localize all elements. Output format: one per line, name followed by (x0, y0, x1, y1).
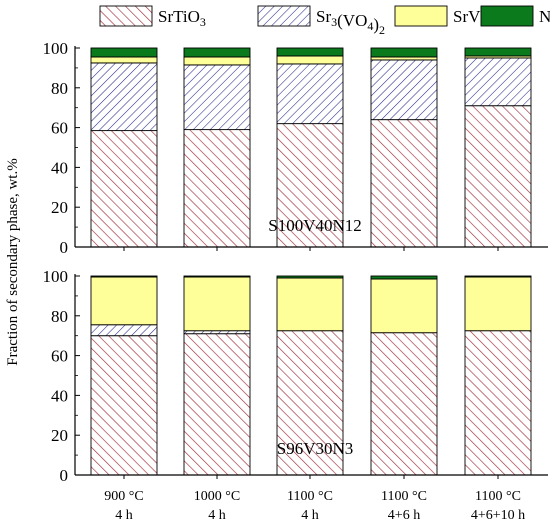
panel-bottom: 0 20 40 60 80 100 S96V30N3 (43, 267, 548, 485)
bar-segment-sr3vo42 (183, 64, 251, 131)
panel-label: S100V40N12 (268, 216, 362, 235)
y-tick-label: 40 (51, 386, 68, 405)
x-tick-label: 900 °C (104, 489, 143, 504)
x-tick-label: 4+6 h (388, 508, 420, 523)
bar-segment-srtio3 (90, 130, 158, 248)
y-tick-label: 40 (51, 158, 68, 177)
bar-segment-srvo3 (183, 276, 251, 332)
legend-label-srtio3: SrTiO3 (158, 7, 206, 29)
x-tick-label: 1100 °C (287, 489, 333, 504)
y-tick-label: 100 (43, 267, 69, 286)
bar-segment-ni (183, 47, 251, 58)
bar-segment-srvo3 (183, 56, 251, 66)
legend-swatch-sr3vo42 (257, 5, 311, 27)
bar-segment-ni (370, 275, 438, 280)
y-tick-label: 0 (60, 466, 69, 485)
x-tick-label: 4 h (115, 508, 133, 523)
bar-segment-sr3vo42 (464, 57, 532, 107)
y-tick-label: 60 (51, 119, 68, 138)
y-tick-label: 100 (43, 39, 69, 58)
y-axis-label: Fraction of secondary phase, wt.% (5, 158, 21, 365)
bar-segment-srvo3 (370, 278, 438, 334)
bar-segment-srvo3 (464, 276, 532, 332)
legend-label-ni: Ni (539, 7, 550, 26)
bar-segment-ni (90, 275, 158, 278)
bar-segment-srvo3 (90, 56, 158, 64)
bar-segment-srtio3 (183, 333, 251, 476)
bar-segment-sr3vo42 (90, 62, 158, 132)
bar-segment-srvo3 (90, 276, 158, 326)
panel-top: 0 20 40 60 80 100 S100V40N12 (43, 39, 548, 257)
y-tick-label: 20 (51, 198, 68, 217)
x-tick-label: 1100 °C (381, 489, 427, 504)
legend-label-sr3vo42: Sr3(VO4)2 (316, 7, 385, 37)
bar-segment-srtio3 (276, 123, 344, 248)
legend-swatch-srtio3 (99, 5, 153, 27)
bar-segment-srtio3 (464, 105, 532, 248)
x-tick-label: 1100 °C (475, 489, 521, 504)
bar-segment-srtio3 (183, 129, 251, 248)
bar-segment-srtio3 (464, 330, 532, 476)
y-tick-label: 0 (60, 238, 69, 257)
bar-segment-ni (276, 47, 344, 57)
y-tick-label: 20 (51, 426, 68, 445)
bar-segment-srtio3 (370, 332, 438, 476)
bar-segment-srtio3 (370, 119, 438, 248)
panel-label: S96V30N3 (277, 439, 354, 458)
legend-swatch-ni (480, 5, 534, 27)
bar-segment-ni (464, 47, 532, 57)
x-tick-label: 4+6+10 h (471, 508, 525, 523)
bar-segment-ni (183, 275, 251, 278)
y-tick-label: 60 (51, 347, 68, 366)
bar-segment-srtio3 (90, 335, 158, 476)
x-tick-label: 4 h (208, 508, 226, 523)
bar-segment-srvo3 (276, 55, 344, 65)
y-tick-label: 80 (51, 307, 68, 326)
y-tick-label: 80 (51, 79, 68, 98)
x-tick-label: 1000 °C (194, 489, 240, 504)
bar-segment-ni (464, 275, 532, 278)
bar-segment-ni (370, 47, 438, 58)
legend-swatch-srvo3 (394, 5, 448, 27)
bar-segment-sr3vo42 (90, 324, 158, 337)
bar-segment-sr3vo42 (276, 63, 344, 125)
bar-segment-ni (90, 47, 158, 58)
x-tick-label: 4 h (301, 508, 319, 523)
bar-segment-ni (276, 275, 344, 279)
x-axis-labels: 900 °C 4 h 1000 °C 4 h 1100 °C 4 h 1100 °C 4+6 … (104, 489, 525, 523)
bar-segment-srvo3 (276, 277, 344, 332)
bar-segment-sr3vo42 (370, 59, 438, 121)
